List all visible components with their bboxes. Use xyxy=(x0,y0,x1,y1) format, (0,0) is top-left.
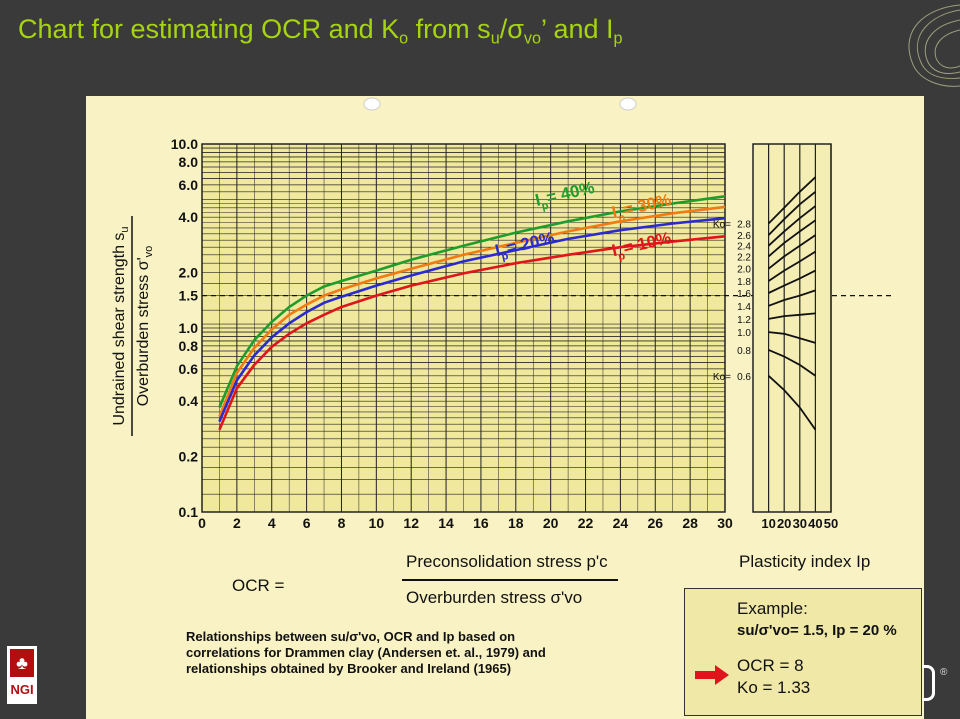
y-tick-label: 1.5 xyxy=(179,288,199,304)
ko-x-tick-label: 10 xyxy=(761,516,775,531)
example-ocr: OCR = 8 xyxy=(737,656,804,675)
ngi-logo: ♣ NGI xyxy=(7,646,37,704)
formula-lhs: OCR = xyxy=(232,576,285,595)
y-tick-label: 4.0 xyxy=(179,209,199,225)
x-tick-label: 26 xyxy=(647,515,663,531)
slide-title: Chart for estimating OCR and Ko from su/… xyxy=(18,14,623,48)
ko-curve xyxy=(768,289,816,307)
series-line-blue xyxy=(218,216,726,423)
formula-numerator: Preconsolidation stress p'c xyxy=(406,552,608,571)
ko-curve xyxy=(768,219,816,258)
ko-curve-label: 2.2 xyxy=(737,252,751,263)
x-tick-label: 0 xyxy=(198,515,206,531)
ko-bottom-header-label: Ko= xyxy=(713,372,731,383)
ko-curve xyxy=(767,375,817,431)
x-tick-label: 30 xyxy=(717,515,733,531)
x-tick-label: 28 xyxy=(682,515,698,531)
y-tick-label: 1.0 xyxy=(179,320,199,336)
ko-curve xyxy=(768,349,816,377)
ko-x-tick-label: 40 xyxy=(808,516,822,531)
registered-mark: ® xyxy=(940,667,948,678)
y-tick-label: 0.4 xyxy=(179,393,199,409)
series-line-green xyxy=(218,195,726,409)
chart-svg: 0 2 4 6 8 10 12 14 16 18 20 22 24 26 28 3010.08.06.04.0… xyxy=(111,97,891,531)
ko-curve-label: 0.8 xyxy=(737,346,751,357)
y-tick-label: 6.0 xyxy=(179,177,199,193)
ko-x-tick-label: 30 xyxy=(793,516,807,531)
x-tick-label: 6 xyxy=(303,515,311,531)
y-tick-label: 8.0 xyxy=(179,154,199,170)
example-given: su/σ'vo= 1.5, Ip = 20 % xyxy=(737,622,897,639)
logo-text: NGI xyxy=(10,682,34,697)
x-tick-label: 12 xyxy=(403,515,419,531)
example-title: Example: xyxy=(737,599,808,618)
y-axis-denominator: Overburden stress σ'vo xyxy=(135,246,155,407)
x-tick-label: 22 xyxy=(578,515,594,531)
decorative-swirl xyxy=(908,4,960,87)
red-arrow-icon xyxy=(695,665,729,685)
ko-curve-label: 2.6 xyxy=(737,231,751,242)
y-axis-numerator: Undrained shear strength su xyxy=(111,226,131,425)
x-tick-label: 24 xyxy=(613,515,629,531)
punch-hole xyxy=(619,97,637,111)
x-tick-label: 18 xyxy=(508,515,524,531)
ko-curve-label: 1.4 xyxy=(737,302,751,313)
ko-curve-label: 2.8 xyxy=(737,219,751,230)
x-tick-label: 8 xyxy=(338,515,346,531)
series-line-orange xyxy=(218,205,726,418)
ko-curve xyxy=(768,250,816,282)
series-line-red xyxy=(218,235,726,431)
chart-paper: 0 2 4 6 8 10 12 14 16 18 20 22 24 26 28 30 10.0 8.0 6.0 4.0… xyxy=(86,96,924,719)
y-tick-label: 10.0 xyxy=(171,136,198,152)
caption: Relationships between su/σ'vo, OCR and I… xyxy=(186,629,546,676)
ko-curve xyxy=(768,312,816,320)
formula-divider xyxy=(402,579,618,581)
ko-x-tick-label: 20 xyxy=(777,516,791,531)
ko-curve xyxy=(768,331,816,344)
ko-curve-label: 2.0 xyxy=(737,265,751,276)
y-tick-label: 0.2 xyxy=(179,449,199,465)
y-tick-label: 2.0 xyxy=(179,265,199,281)
x-tick-label: 4 xyxy=(268,515,276,531)
x-tick-label: 20 xyxy=(543,515,559,531)
ko-curve-label: 1.2 xyxy=(737,315,751,326)
y-tick-label: 0.6 xyxy=(179,361,199,377)
x-tick-label: 10 xyxy=(369,515,385,531)
ko-curve-label: 1.8 xyxy=(737,277,751,288)
ko-curve-label: 0.6 xyxy=(737,372,751,383)
x-tick-label: 16 xyxy=(473,515,489,531)
ko-curve xyxy=(767,205,816,247)
ko-header-label: Ko= xyxy=(713,219,731,230)
ko-curve xyxy=(767,176,817,225)
x-tick-label: 14 xyxy=(438,515,454,531)
ko-curve xyxy=(768,269,816,294)
ko-curve-label: 1.0 xyxy=(737,328,751,339)
ko-curve-label: 1.6 xyxy=(737,289,751,300)
y-tick-label: 0.1 xyxy=(179,504,199,520)
ko-curve-label: 2.4 xyxy=(737,242,751,253)
ko-x-tick-label: 50 xyxy=(824,516,838,531)
plasticity-axis-label: Plasticity index Ip xyxy=(739,552,871,571)
decorative-bracket xyxy=(922,665,935,701)
ko-curve xyxy=(767,191,816,236)
tree-icon: ♣ xyxy=(10,649,34,677)
x-tick-label: 2 xyxy=(233,515,241,531)
example-ko: Ko = 1.33 xyxy=(737,678,811,697)
example-box: Example: su/σ'vo= 1.5, Ip = 20 % OCR = 8… xyxy=(684,588,922,716)
y-tick-label: 0.8 xyxy=(179,338,199,354)
ko-panel-area xyxy=(752,143,832,513)
ko-curve xyxy=(768,234,816,270)
punch-hole xyxy=(363,97,381,111)
formula-denominator: Overburden stress σ'vo xyxy=(406,588,583,607)
